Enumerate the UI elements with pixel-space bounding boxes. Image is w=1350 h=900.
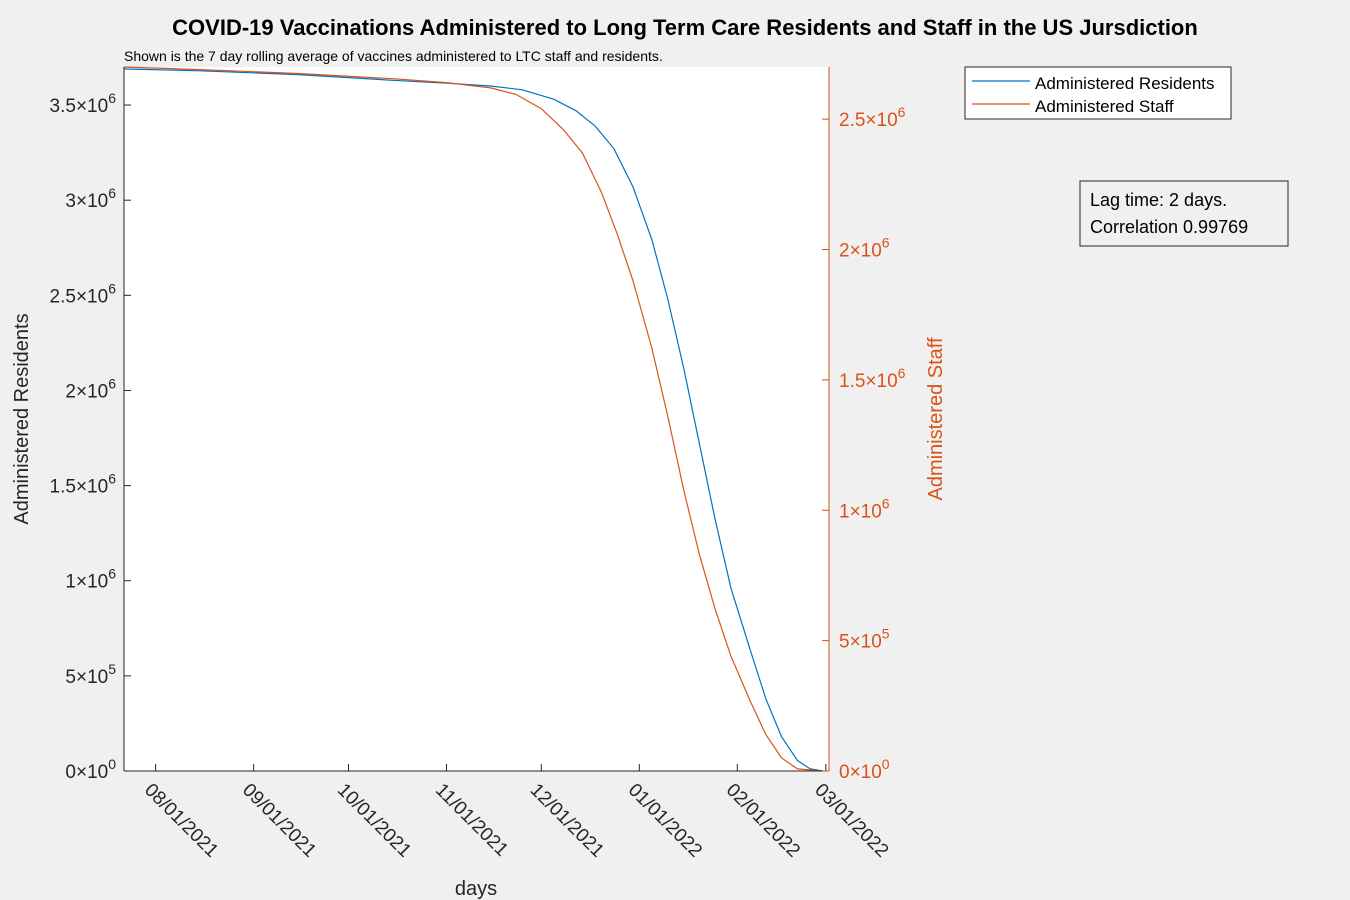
left-y-axis-label: Administered Residents (11, 313, 33, 524)
legend-label-staff: Administered Staff (1035, 97, 1174, 116)
right-y-tick-label: 1×106 (839, 495, 890, 522)
left-y-tick-label: 5×105 (65, 661, 116, 688)
legend: Administered Residents Administered Staf… (964, 66, 1232, 120)
x-axis-ticks: 08/01/2021 09/01/2021 10/01/2021 11/01/2021… (140, 764, 892, 862)
chart-subtitle: Shown is the 7 day rolling average of va… (124, 48, 663, 64)
left-y-tick-label: 0×100 (65, 756, 116, 783)
right-y-axis-label: Administered Staff (925, 337, 947, 500)
legend-box (964, 66, 1232, 120)
x-tick-label: 02/01/2022 (722, 780, 804, 862)
annotation-lag-time: Lag time: 2 days. (1090, 190, 1227, 210)
annotation-frame (1079, 180, 1289, 247)
right-y-tick-label: 1.5×106 (839, 365, 906, 392)
x-tick-label: 03/01/2022 (810, 780, 892, 862)
right-y-tick-label: 2×106 (839, 235, 890, 262)
right-y-tick-label: 5×105 (839, 626, 890, 653)
right-y-axis-ticks: 0×100 5×105 1×106 1.5×106 2×106 2.5×106 (822, 104, 906, 783)
left-y-tick-label: 3.5×106 (50, 90, 117, 117)
x-tick-label: 09/01/2021 (238, 780, 320, 862)
series-line-staff (123, 66, 823, 772)
right-y-tick-label: 0×100 (839, 756, 890, 783)
right-y-tick-label: 2.5×106 (839, 104, 906, 131)
plot-area (124, 67, 829, 771)
left-y-tick-label: 3×106 (65, 185, 116, 212)
left-y-tick-label: 1.5×106 (50, 471, 117, 498)
x-tick-label: 11/01/2021 (431, 780, 512, 861)
series-line-residents (123, 68, 823, 772)
x-tick-label: 10/01/2021 (333, 780, 415, 862)
x-tick-label: 12/01/2021 (526, 780, 608, 862)
x-axis-label: days (455, 878, 497, 900)
annotation-correlation: Correlation 0.99769 (1090, 217, 1248, 237)
left-y-axis-ticks: 0×100 5×105 1×106 1.5×106 2×106 2.5×106 3×106 3… (50, 90, 131, 783)
annotation-box: Lag time: 2 days. Correlation 0.99769 (1079, 180, 1289, 247)
x-tick-label: 01/01/2022 (624, 780, 706, 862)
left-y-tick-label: 2×106 (65, 375, 116, 402)
series-layer (123, 66, 823, 772)
x-tick-label: 08/01/2021 (140, 780, 222, 862)
chart-title: COVID-19 Vaccinations Administered to Lo… (172, 15, 1198, 40)
left-y-tick-label: 2.5×106 (50, 280, 117, 307)
legend-label-residents: Administered Residents (1035, 74, 1215, 93)
left-y-tick-label: 1×106 (65, 566, 116, 593)
